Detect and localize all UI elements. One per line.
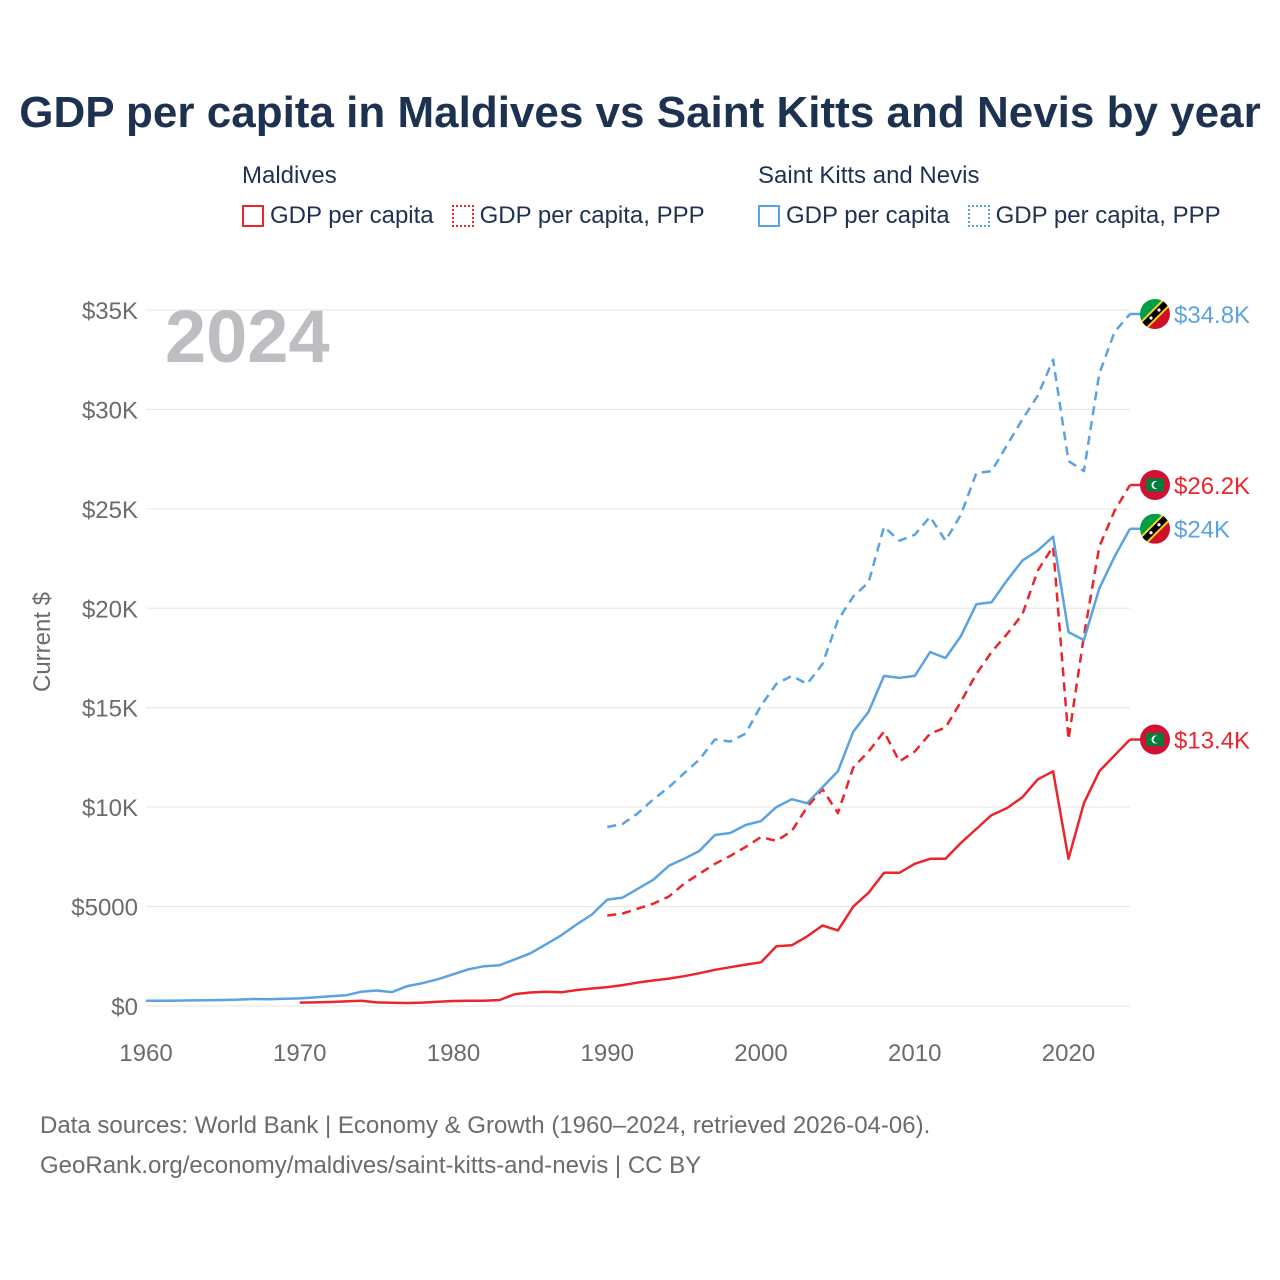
crescent-cut: [1153, 481, 1161, 489]
end-value-label: $26.2K: [1174, 473, 1250, 500]
year-watermark: 2024: [165, 295, 330, 378]
end-label: $26.2K: [1130, 469, 1250, 500]
crescent-cut: [1153, 736, 1161, 744]
saint-kitts-flag-icon: [1140, 298, 1170, 329]
end-label: $24K: [1130, 513, 1230, 544]
series-line: [299, 738, 1131, 1005]
legend-label: GDP per capita: [786, 202, 950, 229]
x-tick-label: 1960: [119, 1040, 172, 1067]
x-tick-label: 1970: [273, 1040, 326, 1067]
saint-kitts-flag-icon: [1140, 513, 1170, 544]
y-tick-label: $0: [111, 994, 138, 1021]
legend-group-name: Saint Kitts and Nevis: [758, 162, 980, 189]
y-tick-label: $20K: [82, 596, 138, 623]
y-tick-label: $10K: [82, 795, 138, 822]
legend-swatch-dotted-red: [451, 205, 474, 227]
legend-item-skn-gdp-ppp[interactable]: GDP per capita, PPP: [967, 202, 1221, 230]
end-value-label: $24K: [1174, 517, 1230, 544]
end-labels: $34.8K $26.2K $24K $13.4K: [1130, 298, 1250, 755]
legend-swatch-solid-blue: [758, 205, 780, 227]
end-value-label: $34.8K: [1174, 302, 1250, 329]
legend-item-maldives-gdp-ppp[interactable]: GDP per capita, PPP: [451, 202, 705, 230]
series-line: [607, 484, 1132, 917]
x-axis-ticks: 1960 1970 1980 1990 2000 2010 2020: [119, 1040, 1095, 1067]
series-lines: [145, 313, 1132, 1005]
y-tick-label: $15K: [82, 696, 138, 723]
y-axis-label: Current $: [29, 592, 56, 692]
x-tick-label: 1990: [581, 1040, 634, 1067]
legend-label: GDP per capita, PPP: [995, 202, 1221, 229]
x-tick-label: 2020: [1042, 1040, 1095, 1067]
legend-group-name: Maldives: [242, 162, 337, 189]
y-tick-label: $25K: [82, 497, 138, 524]
legend-group-saint-kitts: Saint Kitts and Nevis GDP per capita GDP…: [758, 162, 1221, 230]
x-tick-label: 2010: [888, 1040, 941, 1067]
y-tick-label: $30K: [82, 397, 138, 424]
end-value-label: $13.4K: [1174, 728, 1250, 755]
series-line: [145, 528, 1132, 1003]
legend-swatch-solid-red: [242, 205, 264, 227]
end-label: $13.4K: [1130, 724, 1250, 755]
x-tick-label: 2000: [734, 1040, 787, 1067]
chart-title: GDP per capita in Maldives vs Saint Kitt…: [19, 88, 1261, 137]
y-tick-label: $35K: [82, 298, 138, 325]
grid-lines: [146, 309, 1130, 1007]
legend-item-maldives-gdp[interactable]: GDP per capita: [242, 202, 434, 230]
y-axis-ticks: $0 $5000 $10K $15K $20K $25K $30K $35K: [71, 298, 138, 1021]
legend-item-skn-gdp[interactable]: GDP per capita: [758, 202, 950, 230]
footer-link[interactable]: GeoRank.org/economy/maldives/saint-kitts…: [40, 1152, 702, 1179]
end-label: $34.8K: [1130, 298, 1250, 329]
legend-label: GDP per capita: [270, 202, 434, 229]
x-tick-label: 1980: [427, 1040, 480, 1067]
legend-swatch-dotted-blue: [967, 205, 990, 227]
footer: Data sources: World Bank | Economy & Gro…: [40, 1106, 930, 1186]
y-tick-label: $5000: [71, 895, 138, 922]
footer-sources: Data sources: World Bank | Economy & Gro…: [40, 1112, 931, 1139]
legend-label: GDP per capita, PPP: [479, 202, 705, 229]
legend-group-maldives: Maldives GDP per capita GDP per capita, …: [242, 162, 705, 230]
series-line: [607, 313, 1131, 829]
